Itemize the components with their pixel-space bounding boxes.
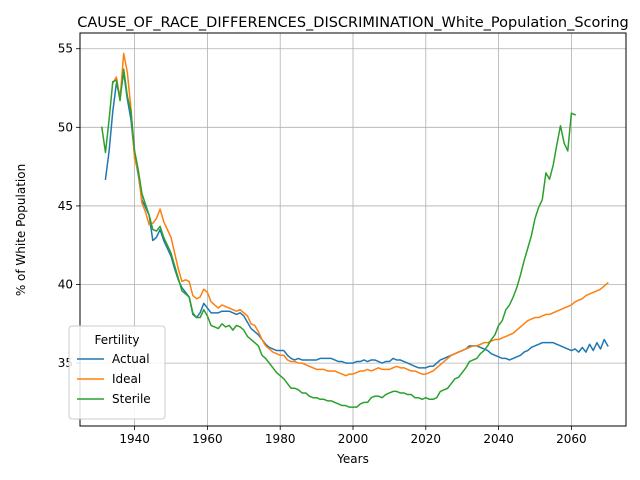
y-tick-label: 50: [58, 120, 73, 134]
x-tick-label: 2040: [483, 432, 514, 446]
y-tick-label: 45: [58, 199, 73, 213]
series-line-ideal: [111, 52, 609, 377]
series-lines: [100, 52, 609, 408]
x-tick-label: 2000: [338, 432, 369, 446]
x-tick-label: 1960: [192, 432, 223, 446]
legend-title: Fertility: [94, 333, 139, 347]
y-tick-label: 55: [58, 42, 73, 56]
legend-entries: Actual Ideal Sterile: [77, 352, 151, 406]
legend-label-sterile: Sterile: [112, 392, 151, 406]
legend-box: [68, 325, 166, 420]
grid: [80, 33, 626, 426]
legend-label-actual: Actual: [112, 352, 150, 366]
x-tick-label: 2060: [556, 432, 587, 446]
x-tick-label: 2020: [411, 432, 442, 446]
y-tick-label: 40: [58, 278, 73, 292]
y-axis-label: % of White Population: [14, 164, 28, 296]
legend: Fertility Actual Ideal Sterile: [68, 325, 166, 420]
legend-label-ideal: Ideal: [112, 372, 141, 386]
series-line-sterile: [100, 68, 577, 408]
chart-title: CAUSE_OF_RACE_DIFFERENCES_DISCRIMINATION…: [77, 15, 629, 31]
x-tick-label: 1940: [119, 432, 150, 446]
x-axis-label: Years: [336, 452, 369, 466]
x-tick-label: 1980: [265, 432, 296, 446]
